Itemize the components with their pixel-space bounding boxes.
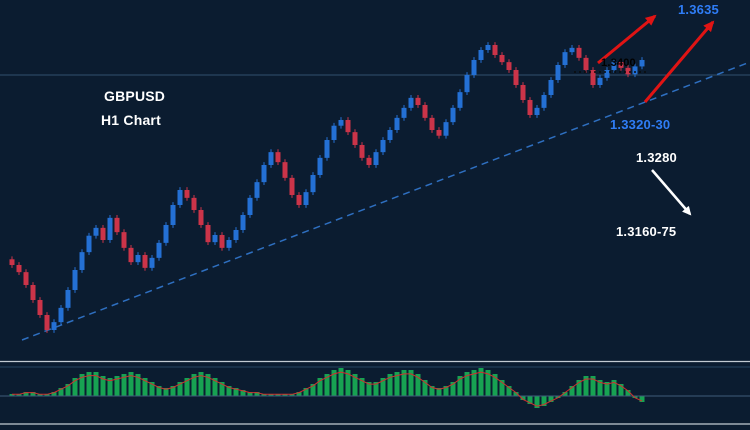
grid-and-separator-lines <box>0 74 750 425</box>
price-level-1-3400-label: 1.3400 <box>601 57 636 69</box>
ascending-trendline <box>21 61 750 341</box>
candlestick-series <box>9 42 645 333</box>
annotation-arrows <box>574 14 715 216</box>
price-level-1-3280-label: 1.3280 <box>636 150 677 165</box>
downside-target-label: 1.3160-75 <box>616 224 677 239</box>
timeframe-label: H1 Chart <box>101 112 161 128</box>
support-zone-label: 1.3320-30 <box>610 117 671 132</box>
resistance-target-label: 1.3635 <box>678 2 719 17</box>
symbol-label: GBPUSD <box>104 88 166 104</box>
macd-indicator-panel <box>0 368 750 408</box>
